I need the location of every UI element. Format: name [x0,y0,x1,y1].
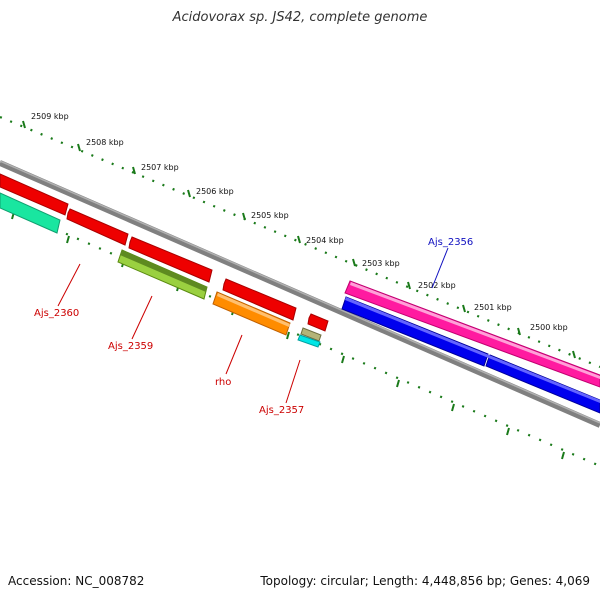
forward-genes [344,280,600,388]
scale-tick [352,258,356,267]
gene-label-ajs-2356[interactable]: Ajs_2356 [428,237,473,248]
scale-tick [132,166,136,175]
gene-red-1[interactable] [0,173,69,216]
scale-tick [286,331,290,340]
scale-label: 2506 kbp [196,187,234,196]
gene-labels: Ajs_2356 Ajs_2360 Ajs_2359 rho Ajs_2357 [34,237,473,416]
scale-tick [506,427,510,436]
scale-label: 2503 kbp [362,259,400,268]
scale-label: 2501 kbp [474,303,512,312]
gene-blue-2[interactable] [485,354,600,414]
scale-tick [187,189,191,198]
outer-scale-track [0,115,600,369]
callout-rho [225,334,243,375]
map-title: Acidovorax sp. JS42, complete genome [172,10,428,25]
callout-ajs-2357 [285,359,301,404]
callout-ajs-2359 [131,295,153,340]
scale-tick [341,355,345,364]
inner-scale-dots [0,203,600,468]
gene-rho-highlight [217,293,290,327]
scale-labels: 2509 kbp 2508 kbp 2507 kbp 2506 kbp 2505… [31,112,568,332]
gene-label-ajs-2360[interactable]: Ajs_2360 [34,308,79,319]
gene-ajs-2359-band [120,250,207,292]
gene-rho[interactable] [212,291,291,336]
gene-red-2[interactable] [66,208,129,246]
gene-ajs-2357[interactable] [297,334,321,348]
scale-tick [242,212,246,221]
scale-label: 2502 kbp [418,281,456,290]
scale-tick [407,281,411,290]
gene-label-ajs-2357[interactable]: Ajs_2357 [259,405,304,416]
scale-tick [396,379,400,388]
callout-ajs-2360 [57,263,81,307]
callout-ajs-2356 [431,247,449,289]
reverse-genes [0,173,600,414]
gene-blue-1[interactable] [341,296,489,367]
gene-red-4[interactable] [222,278,297,321]
gene-label-ajs-2359[interactable]: Ajs_2359 [108,341,153,352]
scale-label: 2508 kbp [86,138,124,147]
gene-ajs-2360[interactable] [0,192,61,234]
scale-label: 2509 kbp [31,112,69,121]
topology-summary: Topology: circular; Length: 4,448,856 bp… [260,574,590,588]
scale-tick [451,403,455,412]
genome-backbone [0,160,600,428]
scale-tick [297,235,301,244]
scale-label: 2507 kbp [141,163,179,172]
gene-ajs-2356[interactable] [344,280,600,388]
scale-tick [22,120,26,129]
gene-red-3[interactable] [128,236,213,283]
gene-ajs-2357-a[interactable] [300,327,322,342]
gene-label-rho[interactable]: rho [215,377,231,388]
scale-tick [462,304,466,313]
scale-tick [66,235,70,244]
scale-tick [517,327,521,336]
callouts [57,247,449,404]
scale-tick [77,143,81,152]
accession-text: Accession: NC_008782 [8,574,145,588]
gene-red-5[interactable] [307,313,329,332]
scale-label: 2500 kbp [530,323,568,332]
scale-label: 2504 kbp [306,236,344,245]
gene-blue-highlight [345,297,600,403]
gene-ajs-2356-highlight [350,282,600,379]
scale-tick [572,350,576,359]
scale-tick [561,451,565,460]
scale-label: 2505 kbp [251,211,289,220]
